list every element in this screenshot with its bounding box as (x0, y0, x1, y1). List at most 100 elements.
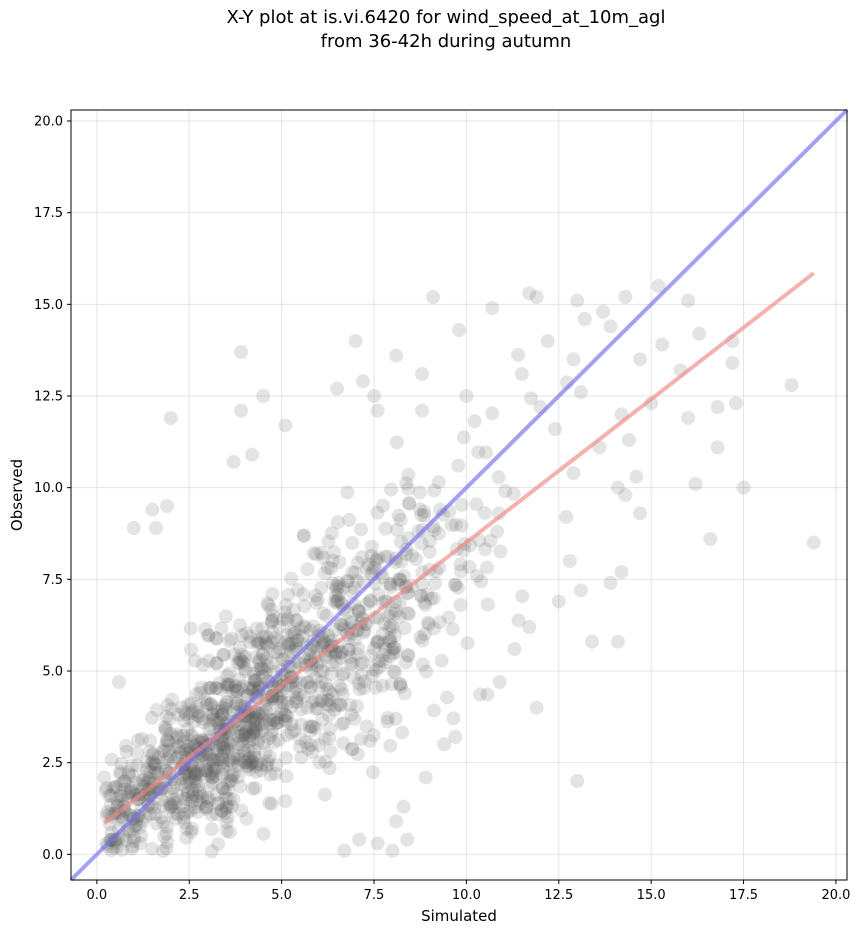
data-point (199, 800, 214, 815)
data-point (336, 716, 351, 731)
data-point (308, 701, 323, 716)
data-point (185, 782, 200, 797)
data-point (329, 654, 344, 669)
y-tick-label: 20.0 (34, 115, 63, 130)
data-point (239, 626, 254, 641)
data-point (340, 574, 355, 589)
data-point (411, 524, 426, 539)
data-point (179, 830, 194, 845)
data-point (135, 814, 150, 829)
data-point (614, 565, 629, 579)
data-point (246, 724, 261, 739)
data-point (369, 636, 384, 651)
data-point (293, 739, 308, 754)
data-point (417, 626, 432, 641)
data-point (124, 841, 139, 856)
data-point (388, 606, 403, 621)
data-point (272, 641, 287, 656)
data-point (200, 794, 215, 809)
data-point (331, 593, 346, 608)
y-tick-label: 2.5 (42, 756, 63, 771)
data-point (185, 787, 200, 802)
data-point (232, 672, 247, 687)
data-point (181, 697, 196, 712)
data-point (261, 598, 276, 613)
data-point (183, 621, 198, 636)
data-point (167, 806, 182, 821)
data-point (186, 774, 201, 789)
data-point (396, 799, 411, 814)
data-point (315, 712, 330, 727)
data-point (359, 596, 374, 611)
data-point (226, 792, 241, 807)
data-point (291, 633, 306, 648)
data-point (524, 391, 539, 406)
data-point (115, 789, 130, 804)
data-point (215, 707, 230, 722)
data-point (219, 695, 234, 710)
data-point (271, 691, 286, 706)
data-point (120, 788, 135, 803)
data-point (99, 780, 114, 795)
data-point (314, 580, 329, 595)
data-point (186, 766, 201, 781)
data-point (498, 483, 513, 498)
data-point (725, 356, 740, 370)
data-point (201, 791, 216, 806)
data-point (174, 700, 189, 715)
x-tick-label: 10.0 (452, 888, 481, 903)
data-point (383, 738, 398, 753)
data-point (356, 681, 371, 696)
data-point (251, 725, 266, 740)
data-point (262, 749, 277, 764)
data-point (386, 664, 401, 679)
data-point (171, 739, 186, 754)
data-point (201, 747, 216, 762)
data-point (256, 712, 271, 727)
data-point (345, 536, 360, 551)
data-point (239, 720, 254, 735)
data-point (421, 617, 436, 632)
data-point (365, 765, 380, 780)
data-point (336, 666, 351, 681)
data-point (432, 615, 447, 630)
data-point (566, 352, 581, 367)
data-point (184, 824, 199, 839)
data-point (145, 502, 160, 517)
data-point (287, 723, 302, 738)
data-point (302, 647, 317, 662)
data-point (270, 715, 285, 730)
data-point (392, 609, 407, 624)
data-point (259, 759, 274, 774)
data-point (209, 656, 224, 671)
data-point (236, 743, 251, 758)
data-point (361, 557, 376, 572)
data-point (234, 803, 249, 818)
data-point (235, 654, 250, 669)
data-point (219, 694, 234, 709)
data-point (491, 470, 506, 485)
data-point (350, 623, 365, 638)
data-point (189, 774, 204, 789)
data-point (422, 534, 437, 549)
data-point (548, 422, 563, 436)
data-point (232, 752, 247, 767)
data-point (198, 763, 213, 777)
data-point (200, 696, 215, 711)
data-point (380, 714, 395, 729)
data-point (233, 779, 248, 794)
data-point (234, 653, 249, 668)
data-point (681, 293, 696, 308)
data-point (131, 809, 146, 824)
data-point (655, 337, 670, 352)
data-point (351, 676, 366, 691)
data-point (417, 504, 432, 519)
data-point (306, 546, 321, 561)
data-point (529, 290, 544, 304)
data-point (329, 579, 344, 594)
data-point (245, 732, 260, 747)
data-point (384, 677, 399, 692)
data-point (163, 749, 178, 764)
data-point (202, 768, 217, 783)
data-point (219, 677, 234, 692)
